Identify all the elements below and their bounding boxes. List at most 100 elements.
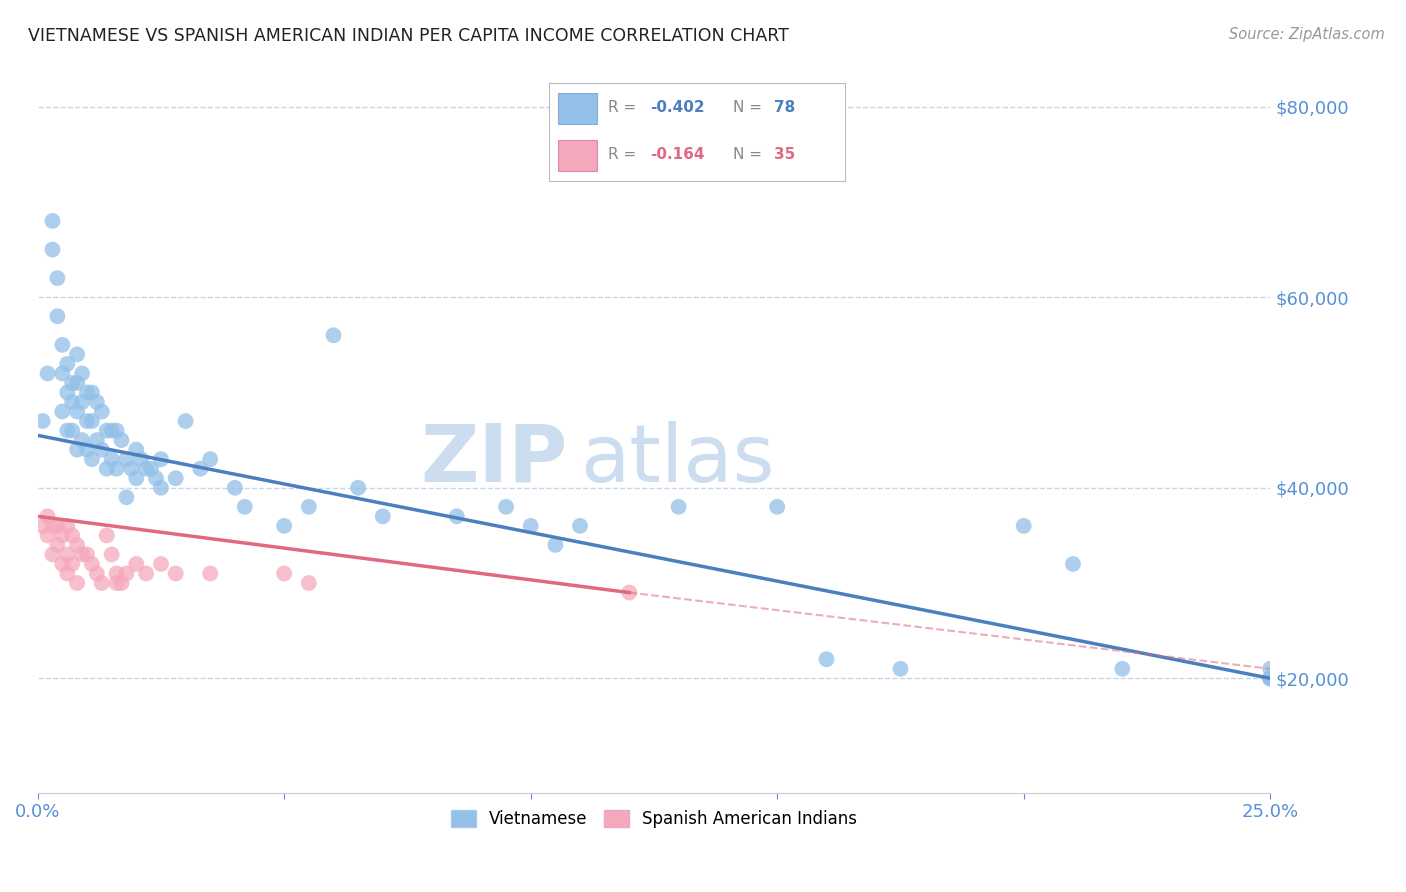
Point (51, 367, 73, 381)
Point (70, 433, 93, 447)
Point (46, 519, 69, 533)
Point (41, 243, 63, 257)
Point (80, 452, 103, 467)
Point (60, 557, 83, 571)
Point (90, 442, 112, 457)
Point (105, 576, 128, 591)
Point (569, 519, 592, 533)
Point (80, 385, 103, 400)
Text: VIETNAMESE VS SPANISH AMERICAN INDIAN PER CAPITA INCOME CORRELATION CHART: VIETNAMESE VS SPANISH AMERICAN INDIAN PE… (28, 27, 789, 45)
Point (31, 519, 53, 533)
Point (105, 461, 128, 475)
Point (90, 404, 112, 418)
Point (149, 557, 172, 571)
Point (105, 424, 128, 438)
Point (135, 566, 157, 581)
Point (66, 442, 89, 457)
Point (86, 433, 108, 447)
Point (110, 576, 132, 591)
Point (56, 424, 79, 438)
Point (51, 557, 73, 571)
Point (619, 585, 641, 599)
Point (115, 566, 138, 581)
Point (41, 214, 63, 228)
Point (80, 414, 103, 428)
Point (149, 452, 172, 467)
Point (37, 367, 59, 381)
Point (76, 442, 98, 457)
Point (129, 452, 152, 467)
Point (105, 566, 128, 581)
Point (145, 471, 167, 485)
Point (200, 452, 222, 467)
Text: ZIP: ZIP (420, 420, 568, 499)
Point (1258, 671, 1281, 685)
Point (51, 404, 73, 418)
Point (46, 271, 69, 285)
Point (120, 461, 142, 475)
Point (66, 347, 89, 361)
Point (1258, 671, 1281, 685)
Point (56, 548, 79, 562)
Point (70, 367, 93, 381)
Point (298, 576, 321, 591)
Point (86, 395, 108, 409)
Point (174, 414, 197, 428)
Point (66, 576, 89, 591)
Point (544, 538, 567, 552)
Point (80, 557, 103, 571)
Point (1062, 557, 1084, 571)
Point (51, 528, 73, 542)
Point (668, 500, 690, 514)
Point (233, 500, 256, 514)
Point (100, 548, 122, 562)
Point (76, 414, 98, 428)
Point (70, 548, 93, 562)
Point (100, 452, 122, 467)
Point (322, 328, 344, 343)
Text: atlas: atlas (581, 420, 775, 499)
Point (51, 338, 73, 352)
Point (66, 376, 89, 390)
Point (190, 461, 212, 475)
Legend: Vietnamese, Spanish American Indians: Vietnamese, Spanish American Indians (444, 804, 865, 835)
Point (96, 461, 118, 475)
Point (60, 376, 83, 390)
Point (96, 528, 118, 542)
Point (139, 461, 162, 475)
Point (66, 538, 89, 552)
Point (110, 433, 132, 447)
Point (41, 519, 63, 533)
Point (46, 538, 69, 552)
Point (76, 548, 98, 562)
Point (60, 528, 83, 542)
Point (815, 652, 838, 666)
Point (165, 566, 187, 581)
Point (70, 395, 93, 409)
Point (371, 509, 394, 524)
Point (41, 548, 63, 562)
Point (56, 519, 79, 533)
Point (90, 576, 112, 591)
Point (46, 310, 69, 324)
Point (1012, 519, 1035, 533)
Point (125, 557, 148, 571)
Point (224, 481, 246, 495)
Point (495, 500, 517, 514)
Point (165, 471, 187, 485)
Point (66, 404, 89, 418)
Point (115, 452, 138, 467)
Point (273, 519, 295, 533)
Point (60, 395, 83, 409)
Point (1258, 671, 1281, 685)
Point (519, 519, 541, 533)
Point (200, 566, 222, 581)
Point (273, 566, 295, 581)
Point (56, 566, 79, 581)
Point (766, 500, 789, 514)
Point (149, 481, 172, 495)
Point (76, 385, 98, 400)
Point (37, 509, 59, 524)
Point (1258, 671, 1281, 685)
Text: Source: ZipAtlas.com: Source: ZipAtlas.com (1229, 27, 1385, 42)
